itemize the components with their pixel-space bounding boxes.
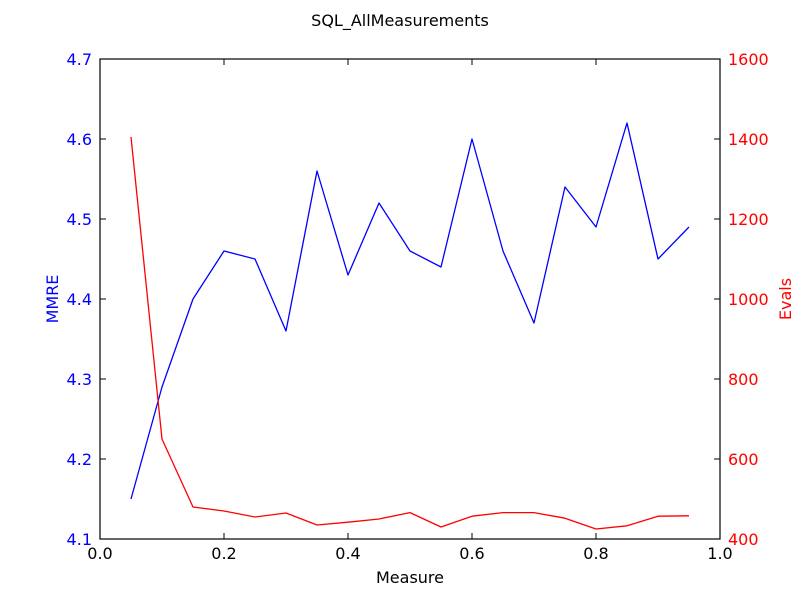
- left-y-tick-label: 4.5: [67, 210, 92, 229]
- mmre-line: [130, 122, 690, 500]
- x-axis-label: Measure: [376, 568, 444, 587]
- left-y-tick-label: 4.1: [67, 530, 92, 549]
- right-y-tick-label: 1000: [728, 290, 769, 309]
- x-tick-label: 0.2: [211, 544, 236, 563]
- right-y-axis-label: Evals: [776, 278, 795, 320]
- x-tick-label: 0.0: [87, 544, 112, 563]
- right-y-tick-label: 800: [728, 370, 759, 389]
- right-y-tick-label: 1600: [728, 50, 769, 69]
- left-y-tick-label: 4.3: [67, 370, 92, 389]
- left-y-tick-label: 4.7: [67, 50, 92, 69]
- x-tick-label: 0.4: [335, 544, 360, 563]
- mmre-series: [130, 122, 690, 500]
- x-tick-label: 1.0: [707, 544, 732, 563]
- right-y-tick-label: 400: [728, 530, 759, 549]
- left-y-axis-ticks: 4.1 4.2 4.3 4.4 4.5 4.6 4.7: [67, 50, 106, 549]
- x-tick-label: 0.8: [583, 544, 608, 563]
- right-y-tick-label: 1200: [728, 210, 769, 229]
- x-tick-label: 0.6: [459, 544, 484, 563]
- evals-series: [130, 136, 690, 530]
- right-y-axis-ticks: 400 600 800 1000 1200 1400 1600: [714, 50, 769, 549]
- left-y-tick-label: 4.2: [67, 450, 92, 469]
- left-y-axis-label: MMRE: [43, 275, 62, 324]
- left-y-tick-label: 4.4: [67, 290, 92, 309]
- right-y-tick-label: 1400: [728, 130, 769, 149]
- right-y-tick-label: 600: [728, 450, 759, 469]
- x-axis-ticks: 0.0 0.2 0.4 0.6 0.8 1.0: [87, 59, 733, 563]
- left-y-tick-label: 4.6: [67, 130, 92, 149]
- chart-title: SQL_AllMeasurements: [311, 11, 489, 31]
